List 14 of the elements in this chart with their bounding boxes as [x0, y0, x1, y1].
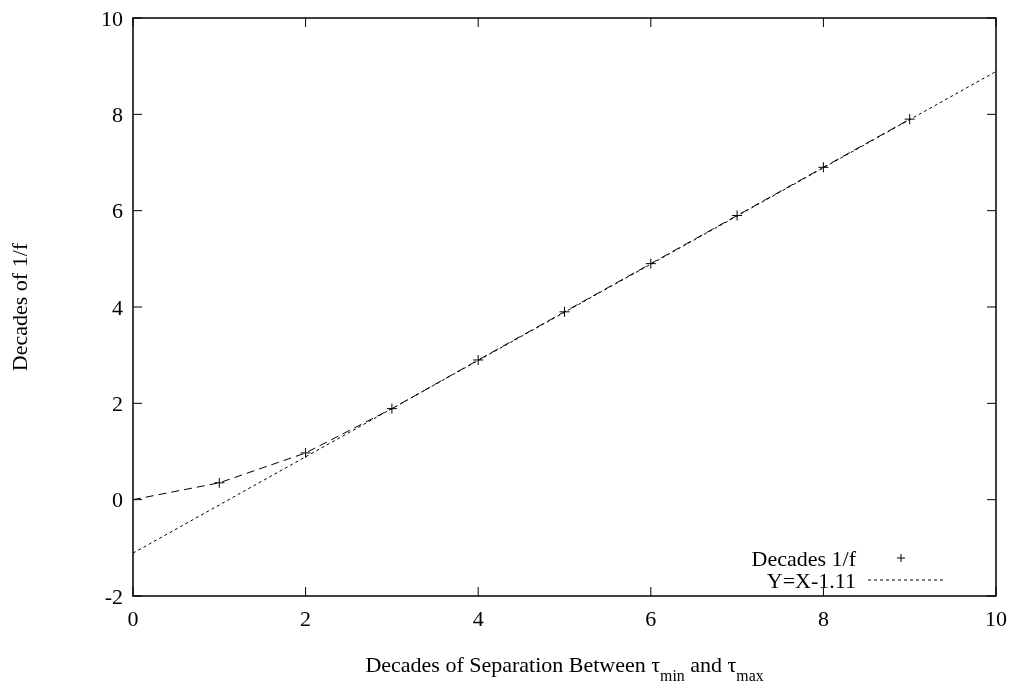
y-tick-label: -2 — [104, 583, 123, 609]
x-tick-label: 8 — [817, 606, 829, 631]
y-axis-title: Decades of 1/f — [7, 242, 32, 372]
x-tick-label: 4 — [472, 606, 484, 631]
x-tick-label: 10 — [985, 606, 1007, 631]
y-tick-label: 0 — [112, 487, 123, 513]
y-tick-label: 4 — [112, 294, 123, 320]
y-tick-label: 8 — [112, 102, 123, 128]
y-tick-label: 2 — [112, 391, 123, 417]
x-tick-label: 2 — [300, 606, 312, 631]
x-tick-label: 6 — [645, 606, 657, 631]
y-tick-label: 10 — [101, 5, 123, 31]
x-axis-title: Decades of Separation Between τ$_{min}$ and τ$_{max}$ — [365, 652, 764, 684]
y-tick-label: 6 — [112, 198, 123, 224]
